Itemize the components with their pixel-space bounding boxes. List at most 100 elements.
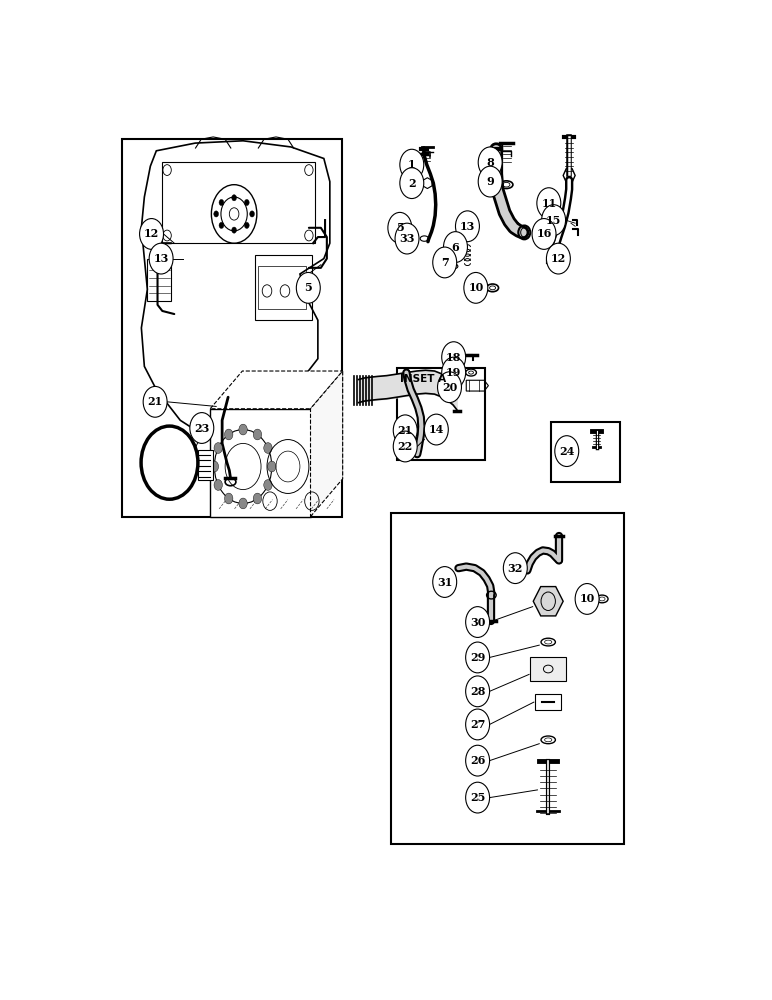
- Text: 32: 32: [508, 563, 523, 574]
- Text: 12: 12: [144, 228, 159, 239]
- Circle shape: [249, 211, 255, 217]
- Circle shape: [225, 429, 233, 440]
- Text: 9: 9: [486, 176, 494, 187]
- Text: 20: 20: [442, 382, 457, 393]
- Text: 13: 13: [460, 221, 475, 232]
- Text: 13: 13: [154, 253, 169, 264]
- Circle shape: [239, 424, 247, 435]
- Circle shape: [225, 493, 233, 504]
- Text: 18: 18: [446, 352, 462, 363]
- Circle shape: [464, 272, 488, 303]
- Text: 7: 7: [441, 257, 449, 268]
- Circle shape: [547, 243, 571, 274]
- Circle shape: [245, 199, 249, 206]
- Circle shape: [143, 386, 167, 417]
- Circle shape: [214, 443, 222, 453]
- Circle shape: [555, 436, 579, 466]
- Circle shape: [393, 415, 417, 446]
- Text: 14: 14: [428, 424, 444, 435]
- Polygon shape: [210, 371, 343, 409]
- Text: 22: 22: [398, 441, 413, 452]
- Text: 19: 19: [446, 367, 462, 378]
- Circle shape: [264, 480, 273, 490]
- Circle shape: [438, 372, 462, 403]
- Text: 5: 5: [396, 222, 404, 233]
- Text: 24: 24: [559, 446, 574, 457]
- Circle shape: [503, 553, 527, 584]
- Circle shape: [466, 709, 489, 740]
- Circle shape: [239, 498, 247, 509]
- Text: 21: 21: [398, 425, 413, 436]
- Circle shape: [245, 222, 249, 228]
- Text: 21: 21: [147, 396, 163, 407]
- Bar: [122, 139, 342, 517]
- Circle shape: [433, 247, 457, 278]
- Bar: [255, 255, 312, 320]
- Text: 10: 10: [468, 282, 483, 293]
- Circle shape: [400, 149, 424, 180]
- Circle shape: [442, 357, 466, 388]
- Bar: [162, 162, 315, 243]
- Bar: [147, 259, 171, 301]
- Text: 31: 31: [437, 576, 452, 587]
- Text: INSET A: INSET A: [401, 374, 446, 384]
- Bar: [397, 368, 486, 460]
- Polygon shape: [533, 587, 564, 616]
- Bar: [535, 694, 561, 710]
- Text: 30: 30: [470, 617, 486, 628]
- Circle shape: [466, 782, 489, 813]
- Circle shape: [466, 676, 489, 707]
- Circle shape: [442, 342, 466, 373]
- Circle shape: [400, 168, 424, 199]
- Circle shape: [149, 243, 173, 274]
- Bar: [551, 422, 620, 482]
- Circle shape: [253, 493, 262, 504]
- Circle shape: [443, 232, 468, 262]
- Circle shape: [433, 567, 457, 597]
- Circle shape: [537, 188, 560, 219]
- Circle shape: [478, 147, 502, 178]
- Text: 11: 11: [541, 198, 557, 209]
- Circle shape: [268, 461, 276, 472]
- Circle shape: [190, 413, 214, 443]
- Text: 23: 23: [194, 422, 209, 434]
- Circle shape: [575, 584, 599, 614]
- Circle shape: [264, 443, 273, 453]
- Circle shape: [478, 166, 502, 197]
- Text: 8: 8: [486, 157, 494, 168]
- Bar: [258, 266, 306, 309]
- Bar: [210, 409, 310, 517]
- Text: 6: 6: [452, 242, 459, 253]
- Circle shape: [214, 480, 222, 490]
- Circle shape: [532, 219, 556, 249]
- Circle shape: [232, 195, 236, 201]
- Polygon shape: [310, 371, 343, 517]
- Circle shape: [253, 429, 262, 440]
- Circle shape: [466, 642, 489, 673]
- Circle shape: [219, 199, 224, 206]
- Bar: [530, 657, 566, 681]
- Text: 10: 10: [580, 593, 594, 604]
- Text: 33: 33: [399, 233, 415, 244]
- Text: 29: 29: [470, 652, 486, 663]
- Circle shape: [425, 414, 449, 445]
- Text: 2: 2: [408, 178, 415, 189]
- Text: 25: 25: [470, 792, 486, 803]
- Text: 27: 27: [470, 719, 486, 730]
- Circle shape: [542, 205, 566, 235]
- Text: 15: 15: [546, 215, 561, 226]
- Circle shape: [219, 222, 224, 228]
- Circle shape: [393, 431, 417, 462]
- Circle shape: [214, 211, 218, 217]
- Circle shape: [388, 212, 411, 243]
- Text: 28: 28: [470, 686, 486, 697]
- Text: 1: 1: [408, 159, 415, 170]
- Circle shape: [140, 219, 164, 249]
- Circle shape: [210, 461, 218, 472]
- Circle shape: [455, 211, 479, 242]
- Text: 5: 5: [304, 282, 312, 293]
- Text: 12: 12: [550, 253, 566, 264]
- Text: 16: 16: [537, 228, 552, 239]
- Circle shape: [395, 223, 419, 254]
- Circle shape: [466, 745, 489, 776]
